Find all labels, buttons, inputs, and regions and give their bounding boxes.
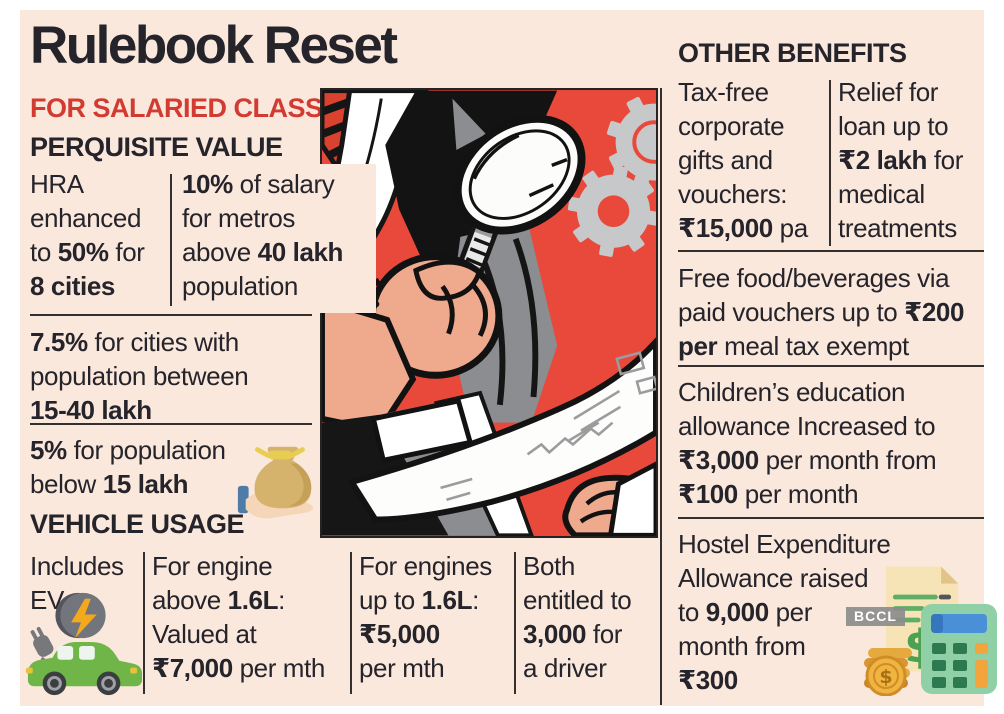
electric-car-icon: [22, 588, 142, 698]
divider-vertical-main: [660, 88, 662, 705]
text-engine-above: For engine above 1.6L: Valued at ₹7,000 …: [152, 551, 325, 683]
bccl-watermark: BCCL: [846, 607, 905, 626]
divider-horizontal: [678, 250, 984, 252]
text-hostel-allowance: Hostel Expenditure Allowance raised to 9…: [678, 529, 891, 695]
text-hra-enhanced: HRA enhanced to 50% for 8 cities: [30, 169, 145, 301]
text-engine-upto: For engines up to 1.6L: ₹5,000 per mth: [359, 551, 492, 683]
divider-horizontal: [30, 423, 312, 425]
svg-text:$: $: [879, 666, 892, 688]
heading-vehicle-usage: VEHICLE USAGE: [30, 509, 245, 539]
heading-perquisite-value: PERQUISITE VALUE: [30, 132, 283, 162]
money-bag-in-hand-icon: [232, 436, 322, 520]
text-corporate-gifts: Tax-free corporate gifts and vouchers: ₹…: [678, 77, 808, 243]
divider-vertical: [143, 552, 145, 694]
text-medical-loan: Relief for loan up to ₹2 lakh for medica…: [838, 77, 963, 243]
subtitle-for-salaried-class: FOR SALARIED CLASS: [30, 93, 323, 123]
magnifier-inspection-illustration: [320, 88, 658, 538]
text-driver-entitlement: Both entitled to 3,000 for a driver: [523, 551, 632, 683]
text-education-allowance: Children’s education allowance Increased…: [678, 377, 937, 509]
divider-vertical: [514, 552, 516, 694]
calculator-icon: [920, 603, 998, 695]
text-food-vouchers: Free food/beverages via paid vouchers up…: [678, 263, 965, 361]
divider-vertical: [170, 174, 172, 306]
page-title: Rulebook Reset: [30, 16, 398, 75]
divider-horizontal: [30, 314, 312, 316]
divider-horizontal: [678, 365, 984, 367]
divider-horizontal: [678, 517, 984, 519]
divider-vertical: [829, 80, 831, 246]
text-mid-cities: 7.5% for cities with population between …: [30, 327, 249, 425]
divider-vertical: [350, 552, 352, 694]
heading-other-benefits: OTHER BENEFITS: [678, 38, 907, 68]
coins-icon: $: [854, 636, 924, 696]
text-small-cities: 5% for population below 15 lakh: [30, 435, 226, 499]
text-metros-salary: 10% of salary for metros above 40 lakh p…: [176, 164, 376, 313]
